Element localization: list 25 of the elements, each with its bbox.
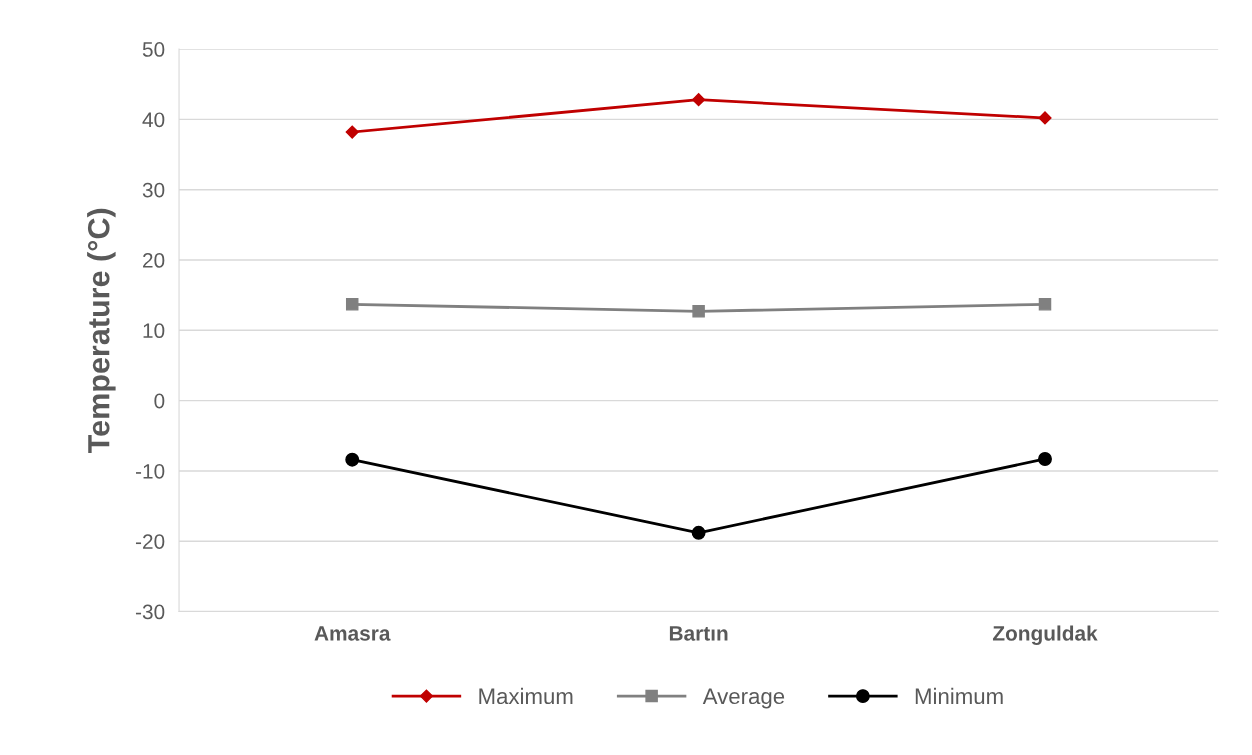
y-tick-label: 40 [142,112,165,128]
y-tick-label: 0 [154,393,165,409]
x-tick-label: Bartın [669,626,728,641]
point [692,305,705,318]
point [692,93,706,107]
point [345,125,359,139]
point [691,525,706,540]
y-axis-title: Temperature (°C) [87,208,116,453]
y-tick-label: 50 [142,42,165,57]
y-tick-label: 30 [142,182,165,198]
point [1038,111,1052,125]
x-tick-label: Amasra [314,626,391,641]
x-tick-label: Zonguldak [992,625,1098,645]
legend-label: Minimum [915,687,1003,705]
y-tick-label: 20 [143,253,165,268]
y-tick-label: 10 [143,323,165,339]
y-tick-label: -20 [135,534,165,549]
point [1038,452,1052,466]
legend-label: Average [702,688,785,709]
point [345,452,360,467]
legend-label: Maximum [479,687,573,705]
point [1038,298,1052,311]
y-tick-label: -30 [135,604,165,620]
point [345,298,359,311]
y-tick-label: -10 [135,463,165,479]
